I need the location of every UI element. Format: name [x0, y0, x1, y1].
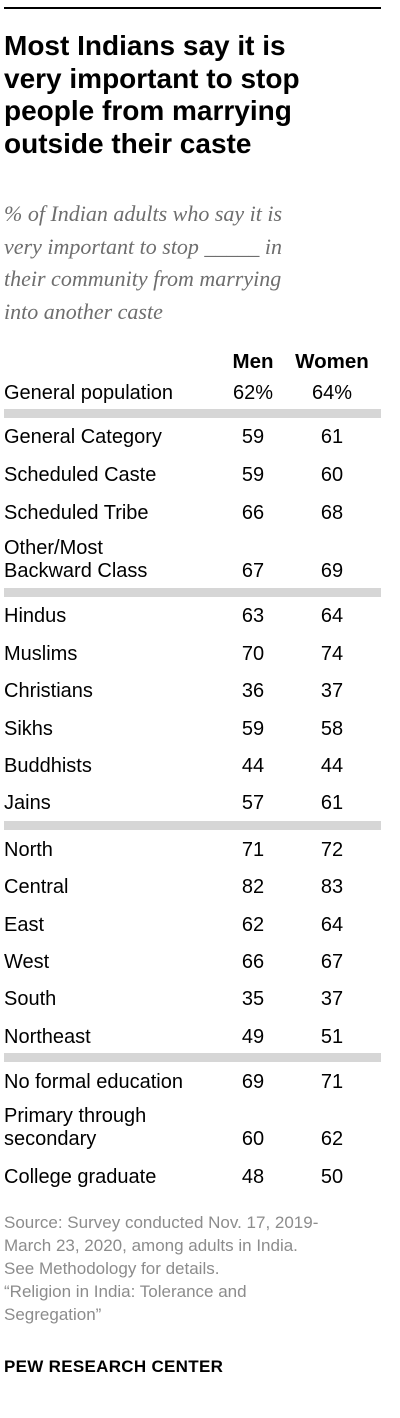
- row-label: North: [4, 838, 53, 861]
- row-label: South: [4, 987, 57, 1010]
- value-men: 36: [241, 679, 265, 702]
- value-men: 44: [241, 754, 265, 777]
- value-women: 61: [320, 791, 344, 814]
- value-women: 58: [320, 717, 344, 740]
- row-label: secondary: [4, 1127, 97, 1150]
- value-women: 71: [320, 1070, 344, 1093]
- value-women: 74: [320, 642, 344, 665]
- subtitle-line: their community from marrying: [4, 266, 282, 291]
- row-label: Sikhs: [4, 717, 53, 740]
- value-men: 82: [241, 875, 265, 898]
- row-label: East: [4, 913, 45, 936]
- row-label: Primary through: [4, 1104, 147, 1127]
- row-label: College graduate: [4, 1165, 157, 1188]
- value-women: 72: [320, 838, 344, 861]
- section-divider: [4, 588, 381, 597]
- title-line: people from marrying: [4, 95, 292, 126]
- row-label: Christians: [4, 679, 93, 702]
- source-line: See Methodology for details.: [4, 1259, 220, 1278]
- row-label: Northeast: [4, 1025, 91, 1048]
- row-label: Buddhists: [4, 754, 92, 777]
- row-label: Scheduled Caste: [4, 463, 157, 486]
- source-line: Source: Survey conducted Nov. 17, 2019-: [4, 1213, 319, 1232]
- value-men: 60: [241, 1127, 265, 1150]
- row-label: No formal education: [4, 1070, 183, 1093]
- value-women: 64: [320, 604, 344, 627]
- value-women: 83: [320, 875, 344, 898]
- row-label: Scheduled Tribe: [4, 501, 149, 524]
- subtitle-line: % of Indian adults who say it is: [4, 201, 283, 226]
- value-men: 59: [241, 717, 265, 740]
- column-header-men: Men: [232, 350, 274, 373]
- title-line: Most Indians say it is: [4, 30, 286, 61]
- title-line: very important to stop: [4, 62, 300, 94]
- value-men: 49: [241, 1025, 265, 1048]
- value-women: 68: [320, 501, 344, 524]
- section-divider: [4, 409, 381, 418]
- value-women: 50: [320, 1165, 344, 1188]
- value-men: 48: [241, 1165, 265, 1188]
- chart-title: Most Indians say it is very important to…: [4, 30, 384, 160]
- value-women: 69: [320, 559, 344, 582]
- value-men: 71: [241, 838, 265, 861]
- value-women: 64%: [311, 381, 353, 404]
- row-label: West: [4, 950, 50, 973]
- source-note: Source: Survey conducted Nov. 17, 2019- …: [4, 1211, 394, 1326]
- title-line: outside their caste: [4, 127, 252, 159]
- value-men: 59: [241, 425, 265, 448]
- row-label: Backward Class: [4, 559, 148, 582]
- value-women: 67: [320, 950, 344, 973]
- row-label: Central: [4, 875, 69, 898]
- value-men: 67: [241, 559, 265, 582]
- value-women: 60: [320, 463, 344, 486]
- source-line: Segregation”: [4, 1305, 102, 1324]
- value-women: 62: [320, 1127, 344, 1150]
- row-label: General Category: [4, 425, 162, 448]
- value-men: 63: [241, 604, 265, 627]
- section-divider: [4, 1053, 381, 1062]
- value-women: 44: [320, 754, 344, 777]
- value-men: 62%: [232, 381, 274, 404]
- value-women: 37: [320, 679, 344, 702]
- value-men: 66: [241, 501, 265, 524]
- value-men: 70: [241, 642, 265, 665]
- value-men: 57: [241, 791, 265, 814]
- value-men: 59: [241, 463, 265, 486]
- value-women: 61: [320, 425, 344, 448]
- source-line: “Religion in India: Tolerance and: [4, 1282, 247, 1301]
- value-men: 35: [241, 987, 265, 1010]
- value-women: 51: [320, 1025, 344, 1048]
- subtitle-line: into another caste: [4, 298, 163, 324]
- top-rule: [4, 7, 381, 9]
- value-women: 64: [320, 913, 344, 936]
- value-men: 66: [241, 950, 265, 973]
- source-line: March 23, 2020, among adults in India.: [4, 1236, 298, 1255]
- value-men: 69: [241, 1070, 265, 1093]
- row-label: Jains: [4, 791, 51, 814]
- section-divider: [4, 821, 381, 830]
- pew-brand: PEW RESEARCH CENTER: [4, 1357, 224, 1376]
- row-label: Muslims: [4, 642, 78, 665]
- column-header-women: Women: [295, 350, 369, 373]
- value-women: 37: [320, 987, 344, 1010]
- value-men: 62: [241, 913, 265, 936]
- row-label: Other/Most: [4, 536, 103, 559]
- row-label: General population: [4, 381, 174, 404]
- subtitle-line: very important to stop _____ in: [4, 233, 283, 259]
- chart-subtitle: % of Indian adults who say it is very im…: [4, 198, 384, 328]
- row-label: Hindus: [4, 604, 67, 627]
